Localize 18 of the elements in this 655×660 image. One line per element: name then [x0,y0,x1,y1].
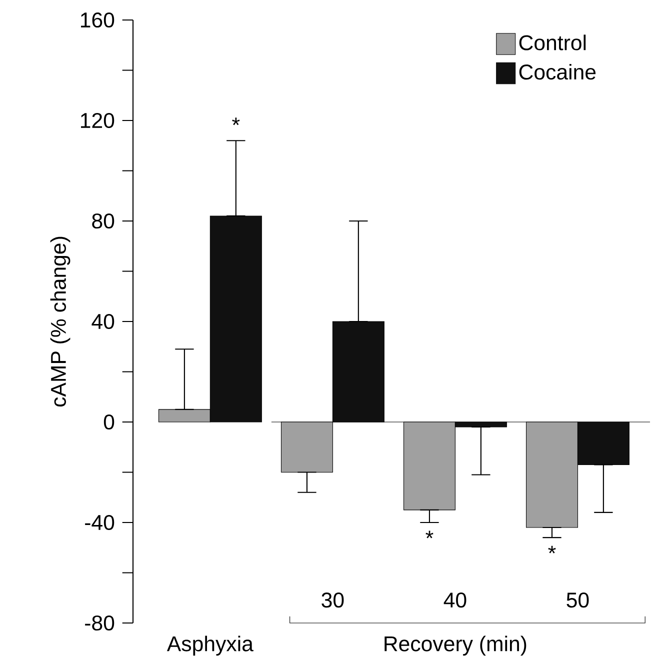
y-tick-label: 120 [80,112,114,128]
y-tick-label: -40 [85,514,114,530]
x-tick-label: Asphyxia [166,636,254,656]
legend-label: Cocaine [519,64,596,80]
y-axis-title: cAMP (% change) [50,236,70,407]
x-tick-label: 40 [444,592,466,608]
annotation: * [548,546,556,554]
text: Recovery (min) [384,636,526,656]
annotation: * [426,530,434,538]
y-tick-label: 40 [92,314,114,330]
legend-label: Control [519,34,586,50]
y-tick-label: 160 [80,12,114,28]
y-tick-label: 80 [92,213,114,229]
x-tick-label: 50 [566,592,589,608]
y-tick-label: -80 [85,615,114,631]
y-tick-label: 0 [104,414,114,430]
annotation: * [232,118,240,126]
x-tick-label: 30 [322,592,344,608]
